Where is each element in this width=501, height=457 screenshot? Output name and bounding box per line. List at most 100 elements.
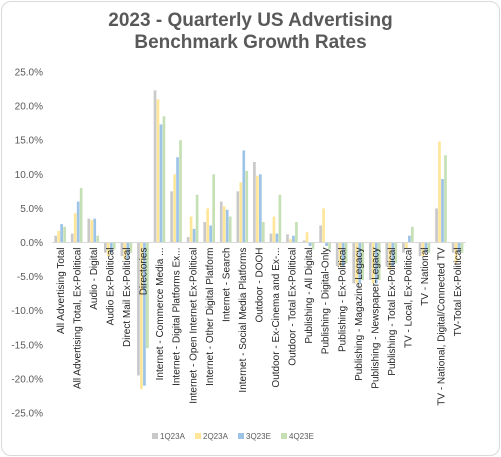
y-axis: -25.0% -20.0% -15.0% -10.0% -5.0% 0.0% 5.0% 10.… bbox=[11, 68, 43, 420]
bar bbox=[405, 242, 408, 248]
category-label: Internet - Open Internet Ex-Political bbox=[188, 248, 199, 404]
bar bbox=[137, 242, 140, 376]
legend-swatch bbox=[195, 433, 201, 439]
bar bbox=[195, 194, 199, 243]
bar bbox=[424, 242, 428, 253]
y-tick-label: -25.0% bbox=[11, 409, 43, 420]
bar bbox=[245, 170, 249, 243]
bar bbox=[454, 242, 458, 263]
y-tick-label: 20.0% bbox=[15, 102, 43, 113]
category-label: TV-Total Ex-Political bbox=[453, 247, 464, 336]
category-label: Audio Ex-Political bbox=[105, 248, 116, 326]
bar bbox=[344, 242, 348, 263]
bar bbox=[451, 242, 455, 253]
category-label: Publishing - Newspaper-Legacy bbox=[370, 248, 381, 389]
bar bbox=[106, 242, 110, 257]
bar bbox=[402, 242, 405, 253]
legend-label: 3Q23E bbox=[246, 432, 271, 441]
bar bbox=[388, 242, 392, 270]
bar bbox=[305, 232, 309, 243]
bar bbox=[146, 242, 149, 349]
category-label: Internet - Search bbox=[221, 248, 232, 322]
category-label: TV - National bbox=[420, 248, 431, 306]
bar bbox=[435, 208, 438, 243]
bar bbox=[189, 216, 193, 243]
category-label: Audio - Digital bbox=[89, 248, 100, 310]
bar bbox=[308, 242, 312, 246]
bar bbox=[120, 242, 124, 257]
bar bbox=[192, 228, 196, 243]
bar bbox=[176, 157, 179, 243]
bar bbox=[123, 242, 127, 260]
category-label: TV - Local, Ex-Political bbox=[404, 248, 415, 349]
category-label: Internet - Digital Platforms Ex... bbox=[172, 248, 183, 386]
bar bbox=[278, 194, 282, 243]
bar bbox=[319, 225, 322, 243]
category-label: Directories bbox=[139, 248, 150, 296]
bar bbox=[441, 179, 444, 243]
bar bbox=[272, 216, 276, 243]
bar bbox=[153, 90, 157, 243]
bar bbox=[96, 235, 100, 243]
bar bbox=[322, 208, 325, 243]
bar bbox=[438, 141, 441, 243]
y-tick-label: -20.0% bbox=[11, 374, 43, 385]
legend-label: 2Q23A bbox=[203, 432, 229, 441]
bar bbox=[289, 239, 292, 243]
y-tick-label: -10.0% bbox=[11, 306, 43, 317]
bar bbox=[341, 242, 345, 267]
bar bbox=[159, 124, 163, 243]
category-label: Direct Mail Ex-Political bbox=[122, 248, 133, 347]
bar bbox=[242, 150, 246, 243]
bar bbox=[269, 233, 273, 243]
category-label: Outdoor - Ex-Cinema and Ex-... bbox=[271, 248, 282, 388]
bar bbox=[90, 219, 94, 243]
bar bbox=[228, 216, 232, 243]
bar bbox=[256, 175, 259, 243]
legend-swatch bbox=[238, 433, 244, 439]
bar bbox=[391, 242, 395, 267]
legend-label: 4Q23E bbox=[289, 432, 314, 441]
bar bbox=[259, 174, 262, 243]
bar bbox=[355, 242, 359, 284]
bar bbox=[325, 242, 328, 246]
bar bbox=[170, 191, 173, 243]
bar bbox=[427, 242, 431, 253]
bar bbox=[421, 242, 425, 257]
category-label: Publishing - Digital-Only bbox=[321, 248, 332, 355]
category-label: Internet - Commerce Media ... bbox=[155, 248, 166, 381]
bar bbox=[73, 213, 77, 243]
bar bbox=[361, 242, 365, 281]
bar bbox=[76, 201, 80, 243]
y-tick-label: -15.0% bbox=[11, 340, 43, 351]
bar bbox=[109, 242, 113, 253]
bar bbox=[70, 233, 74, 243]
bar bbox=[93, 218, 97, 243]
bar bbox=[57, 230, 60, 243]
bar bbox=[129, 242, 133, 253]
bar bbox=[444, 155, 447, 243]
category-label: Publishing - Magazine Legacy bbox=[354, 248, 365, 381]
chart-title: 2023 - Quarterly US Advertising Benchmar… bbox=[0, 10, 501, 54]
bar bbox=[63, 226, 66, 243]
bar bbox=[87, 218, 91, 243]
bar bbox=[173, 174, 176, 243]
y-tick-label: 15.0% bbox=[15, 136, 43, 147]
y-tick-label: 25.0% bbox=[15, 68, 43, 79]
bar bbox=[219, 201, 223, 243]
bar bbox=[311, 242, 315, 250]
category-label: Publishing - Ex-Political bbox=[337, 248, 348, 353]
bar bbox=[352, 242, 356, 284]
bar bbox=[239, 182, 243, 243]
category-label: TV - National, Digital/Connected TV bbox=[437, 247, 448, 406]
bar bbox=[368, 242, 372, 281]
bar bbox=[54, 235, 57, 243]
bar bbox=[179, 140, 182, 243]
bar bbox=[394, 242, 398, 263]
category-labels: All Advertising Total All Advertising Tot… bbox=[56, 247, 464, 406]
bar bbox=[374, 242, 378, 284]
chart-title-line-2: Benchmark Growth Rates bbox=[134, 32, 367, 53]
bar bbox=[225, 209, 229, 243]
